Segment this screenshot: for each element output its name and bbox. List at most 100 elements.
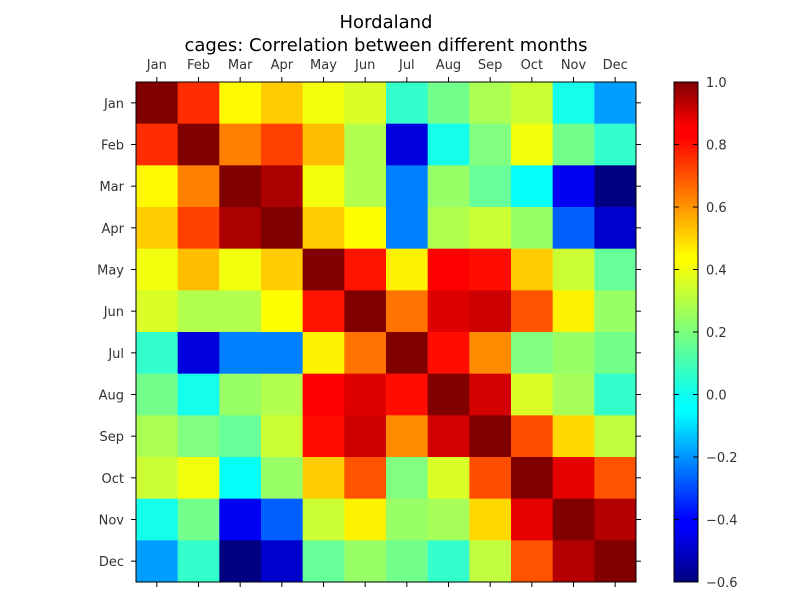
heatmap-cell-mar-aug <box>427 165 470 208</box>
heatmap-cell-mar-may <box>302 165 345 208</box>
colorbar-tick-label: 0.2 <box>706 326 727 341</box>
heatmap-cell-feb-apr <box>261 123 304 166</box>
heatmap-cell-apr-dec <box>594 207 637 250</box>
heatmap-cell-jan-oct <box>511 82 554 125</box>
heatmap-cell-oct-aug <box>427 457 470 500</box>
heatmap-cell-may-may <box>302 248 345 291</box>
heatmap-cell-dec-jun <box>344 540 387 583</box>
heatmap-cell-dec-aug <box>427 540 470 583</box>
x-tick-label: Feb <box>187 58 210 73</box>
heatmap-cell-dec-apr <box>261 540 304 583</box>
heatmap-cell-apr-nov <box>552 207 595 250</box>
y-tick-label: Sep <box>99 430 124 445</box>
heatmap-cell-mar-dec <box>594 165 637 208</box>
colorbar-tick-label: 0.0 <box>706 389 727 404</box>
heatmap-cell-nov-apr <box>261 498 304 541</box>
heatmap-cell-jul-jun <box>344 332 387 375</box>
heatmap-cell-dec-sep <box>469 540 512 583</box>
heatmap-cell-aug-dec <box>594 373 637 416</box>
heatmap-cell-may-jan <box>136 248 179 291</box>
heatmap-cell-mar-mar <box>219 165 262 208</box>
x-tick-label: Jan <box>146 58 167 73</box>
heatmap-cell-aug-sep <box>469 373 512 416</box>
heatmap-cell-feb-jul <box>386 123 429 166</box>
heatmap-cell-apr-may <box>302 207 345 250</box>
heatmap-cell-oct-sep <box>469 457 512 500</box>
heatmap-cell-aug-oct <box>511 373 554 416</box>
heatmap-cell-may-sep <box>469 248 512 291</box>
heatmap-cell-jul-apr <box>261 332 304 375</box>
x-tick-label: Jun <box>354 58 375 73</box>
colorbar-ticks: 1.0 0.8 0.6 0.4 0.2 0.0 −0.2 −0.4 −0.6 <box>674 76 738 591</box>
heatmap-cell-jul-jan <box>136 332 179 375</box>
heatmap-cell-nov-aug <box>427 498 470 541</box>
colorbar-tick-label: −0.2 <box>706 451 738 466</box>
heatmap-cell-nov-jan <box>136 498 179 541</box>
x-tick-label: Apr <box>271 58 294 73</box>
heatmap-cell-apr-apr <box>261 207 304 250</box>
heatmap-cell-mar-jan <box>136 165 179 208</box>
heatmap-cell-may-jun <box>344 248 387 291</box>
heatmap-cell-nov-nov <box>552 498 595 541</box>
heatmap-cell-dec-may <box>302 540 345 583</box>
heatmap-cell-dec-oct <box>511 540 554 583</box>
heatmap-cell-jul-nov <box>552 332 595 375</box>
heatmap-cell-nov-sep <box>469 498 512 541</box>
heatmap-cell-mar-apr <box>261 165 304 208</box>
heatmap-cell-sep-oct <box>511 415 554 458</box>
heatmap-cell-feb-mar <box>219 123 262 166</box>
heatmap-cell-mar-jun <box>344 165 387 208</box>
heatmap-cell-apr-oct <box>511 207 554 250</box>
heatmap-cell-apr-aug <box>427 207 470 250</box>
heatmap-cell-jul-dec <box>594 332 637 375</box>
x-tick-label: Aug <box>436 58 461 73</box>
heatmap-cell-may-oct <box>511 248 554 291</box>
heatmap-cell-sep-jul <box>386 415 429 458</box>
heatmap-cell-jan-jun <box>344 82 387 125</box>
heatmap-cell-dec-feb <box>177 540 220 583</box>
x-tick-label: Mar <box>228 58 253 73</box>
heatmap-cell-mar-feb <box>177 165 220 208</box>
heatmap-cell-apr-jul <box>386 207 429 250</box>
heatmap-cell-feb-jan <box>136 123 179 166</box>
heatmap-cell-jan-mar <box>219 82 262 125</box>
heatmap-cell-apr-jun <box>344 207 387 250</box>
heatmap-cell-apr-sep <box>469 207 512 250</box>
plot-frame <box>135 81 637 583</box>
heatmap-cell-jun-aug <box>427 290 470 333</box>
heatmap-cell-oct-jun <box>344 457 387 500</box>
y-tick-label: Dec <box>99 555 124 570</box>
heatmap-cell-dec-nov <box>552 540 595 583</box>
y-tick-label: Oct <box>102 472 124 487</box>
heatmap-cell-sep-dec <box>594 415 637 458</box>
heatmap-cell-oct-apr <box>261 457 304 500</box>
heatmap-cell-jun-feb <box>177 290 220 333</box>
heatmap-cell-jan-jan <box>136 82 179 125</box>
heatmap-cell-dec-jul <box>386 540 429 583</box>
heatmap-cell-aug-feb <box>177 373 220 416</box>
heatmap-cell-oct-may <box>302 457 345 500</box>
heatmap-cell-oct-oct <box>511 457 554 500</box>
heatmap-cell-oct-dec <box>594 457 637 500</box>
chart-title: Hordaland <box>340 12 433 33</box>
heatmap-cell-nov-oct <box>511 498 554 541</box>
y-tick-label: Aug <box>99 389 124 404</box>
heatmap-cell-jul-oct <box>511 332 554 375</box>
heatmap-cell-sep-feb <box>177 415 220 458</box>
heatmap-cell-nov-jun <box>344 498 387 541</box>
heatmap-cell-feb-oct <box>511 123 554 166</box>
heatmap-cells <box>136 82 637 583</box>
heatmap-cell-jan-apr <box>261 82 304 125</box>
heatmap-cell-feb-nov <box>552 123 595 166</box>
heatmap-cell-mar-jul <box>386 165 429 208</box>
colorbar-tick-label: 0.4 <box>706 264 727 279</box>
heatmap-cell-jul-aug <box>427 332 470 375</box>
heatmap-cell-dec-dec <box>594 540 637 583</box>
colorbar-tick-label: −0.6 <box>706 576 738 591</box>
heatmap-cell-mar-oct <box>511 165 554 208</box>
heatmap-cell-nov-jul <box>386 498 429 541</box>
colorbar-tick-label: 0.8 <box>706 139 727 154</box>
heatmap-cell-sep-aug <box>427 415 470 458</box>
heatmap-cell-sep-may <box>302 415 345 458</box>
